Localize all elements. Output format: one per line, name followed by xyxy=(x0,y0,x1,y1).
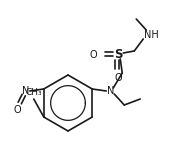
Text: N: N xyxy=(22,86,29,96)
Text: O: O xyxy=(89,50,97,60)
Text: N: N xyxy=(107,86,114,96)
Text: S: S xyxy=(114,48,122,61)
Text: CH₃: CH₃ xyxy=(25,88,42,96)
Text: NH: NH xyxy=(144,30,159,40)
Text: O: O xyxy=(14,105,22,115)
Text: O: O xyxy=(114,73,122,83)
